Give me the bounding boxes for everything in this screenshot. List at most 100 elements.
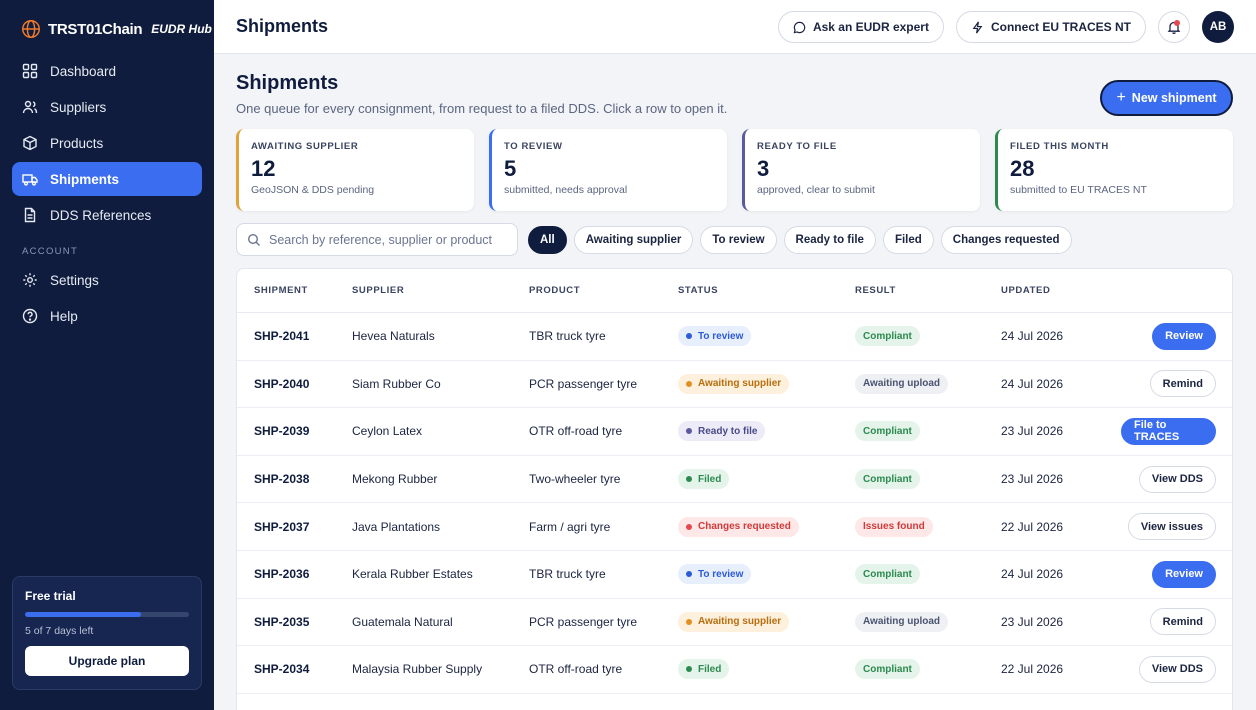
filter-chip-ready-to-file[interactable]: Ready to file (783, 226, 876, 254)
status-label: Ready to file (698, 425, 758, 437)
plus-icon: + (1116, 89, 1126, 106)
column-header[interactable]: PRODUCT (529, 285, 581, 296)
kpi-card-to-review[interactable]: TO REVIEW 5 submitted, needs approval (489, 129, 727, 211)
connect-traces-label: Connect EU TRACES NT (990, 20, 1131, 34)
kpi-card-filed-this-month[interactable]: FILED THIS MONTH 28 submitted to EU TRAC… (995, 129, 1233, 211)
table-row[interactable]: SHP-2039 Ceylon Latex OTR off-road tyre … (237, 408, 1232, 456)
table-row[interactable]: SHP-2036 Kerala Rubber Estates TBR truck… (237, 551, 1232, 599)
table-row[interactable]: SHP-2038 Mekong Rubber Two-wheeler tyre … (237, 456, 1232, 504)
notification-dot (1174, 20, 1180, 26)
table-row[interactable]: SHP-2035 Guatemala Natural PCR passenger… (237, 599, 1232, 647)
row-action-button[interactable]: Review (1152, 560, 1216, 588)
status-dot (686, 618, 692, 625)
new-shipment-label: New shipment (1131, 91, 1217, 105)
kpi-label: READY TO FILE (757, 141, 837, 152)
table-row[interactable]: SHP-2041 Hevea Naturals TBR truck tyre T… (237, 313, 1232, 361)
updated-cell: 23 Jul 2026 (1001, 614, 1064, 629)
column-header[interactable]: SUPPLIER (352, 285, 405, 296)
sidebar-item-suppliers[interactable]: Suppliers (12, 90, 202, 124)
supplier-cell: Guatemala Natural (352, 614, 453, 629)
row-action-button[interactable]: View DDS (1138, 655, 1216, 683)
trial-card: Free trial 5 of 7 days left Upgrade plan (12, 576, 202, 690)
sidebar-item-dashboard[interactable]: Dashboard (12, 54, 202, 88)
status-badge: Awaiting supplier (678, 611, 790, 632)
product-cell: PCR passenger tyre (529, 614, 638, 629)
shipment-id: SHP-2039 (254, 424, 310, 439)
kpi-card-ready-to-file[interactable]: READY TO FILE 3 approved, clear to submi… (742, 129, 980, 211)
new-shipment-button[interactable]: + New shipment (1100, 80, 1233, 116)
status-label: Changes requested (698, 521, 791, 533)
updated-cell: 23 Jul 2026 (1001, 424, 1064, 439)
kpi-label: AWAITING SUPPLIER (251, 141, 359, 152)
page-title: Shipments (236, 72, 339, 94)
shipment-id: SHP-2035 (254, 614, 310, 629)
avatar[interactable]: AB (1202, 11, 1234, 43)
row-action-button[interactable]: File to TRACES (1121, 417, 1216, 445)
supplier-cell: Mekong Rubber (352, 472, 438, 487)
ask-expert-button[interactable]: Ask an EUDR expert (777, 11, 944, 43)
status-label: Filed (698, 663, 722, 675)
supplier-cell: Hevea Naturals (352, 329, 435, 344)
sidebar-item-dds-references[interactable]: DDS References (12, 198, 202, 232)
product-cell: OTR off-road tyre (529, 662, 623, 677)
status-label: Awaiting supplier (698, 378, 782, 390)
status-badge: Awaiting supplier (678, 373, 790, 394)
filter-chip-changes-requested[interactable]: Changes requested (940, 226, 1072, 254)
table-row[interactable]: SHP-2037 Java Plantations Farm / agri ty… (237, 503, 1232, 551)
kpi-sub: GeoJSON & DDS pending (251, 184, 375, 196)
row-action-button[interactable]: Remind (1149, 608, 1216, 636)
sidebar-item-help[interactable]: Help (12, 299, 202, 333)
column-header[interactable]: SHIPMENT (254, 285, 308, 296)
supplier-cell: Malaysia Rubber Supply (352, 662, 483, 677)
page-subtitle: One queue for every consignment, from re… (236, 101, 728, 116)
upgrade-plan-button[interactable]: Upgrade plan (25, 646, 189, 676)
trial-progress-bar (25, 612, 189, 617)
column-header[interactable]: RESULT (855, 285, 896, 296)
column-header[interactable]: UPDATED (1001, 285, 1051, 296)
product-cell: OTR off-road tyre (529, 424, 623, 439)
sidebar-item-label: Products (50, 135, 104, 151)
kpi-label: TO REVIEW (504, 141, 563, 152)
row-action-button[interactable]: Remind (1149, 370, 1216, 398)
sidebar: TRST01Chain EUDR Hub Dashboard Suppliers… (0, 0, 214, 710)
filter-chip-all[interactable]: All (528, 226, 567, 254)
supplier-cell: Kerala Rubber Estates (352, 567, 473, 582)
kpi-sub: submitted, needs approval (504, 184, 628, 196)
supplier-cell: Ceylon Latex (352, 424, 423, 439)
table-row[interactable]: SHP-2034 Malaysia Rubber Supply OTR off-… (237, 646, 1232, 694)
connect-traces-button[interactable]: Connect EU TRACES NT (955, 11, 1146, 43)
notifications-button[interactable] (1158, 11, 1190, 43)
row-action-button[interactable]: Review (1152, 322, 1216, 350)
updated-cell: 24 Jul 2026 (1001, 376, 1064, 391)
sidebar-item-settings[interactable]: Settings (12, 263, 202, 297)
status-dot (686, 333, 692, 340)
status-badge: Filed (678, 659, 730, 680)
shipment-id: SHP-2037 (254, 519, 310, 534)
filter-chip-to-review[interactable]: To review (700, 226, 777, 254)
filter-chip-awaiting-supplier[interactable]: Awaiting supplier (573, 226, 694, 254)
row-action-button[interactable]: View issues (1127, 513, 1216, 541)
status-badge: To review (678, 564, 752, 585)
updated-cell: 22 Jul 2026 (1001, 662, 1064, 677)
shipment-id: SHP-2040 (254, 376, 310, 391)
status-badge: To review (678, 326, 752, 347)
topbar-title: Shipments (236, 16, 329, 36)
kpi-card-awaiting-supplier[interactable]: AWAITING SUPPLIER 12 GeoJSON & DDS pendi… (236, 129, 474, 211)
status-dot (686, 428, 692, 435)
sidebar-item-products[interactable]: Products (12, 126, 202, 160)
updated-cell: 23 Jul 2026 (1001, 472, 1064, 487)
kpi-cards: AWAITING SUPPLIER 12 GeoJSON & DDS pendi… (236, 129, 1233, 211)
kpi-label: FILED THIS MONTH (1010, 141, 1109, 152)
search-icon (247, 233, 260, 246)
kpi-value: 28 (1010, 156, 1035, 181)
row-action-button[interactable]: View DDS (1138, 465, 1216, 493)
column-header[interactable]: STATUS (678, 285, 719, 296)
search-input[interactable] (269, 232, 509, 247)
table-row[interactable]: SHP-2040 Siam Rubber Co PCR passenger ty… (237, 361, 1232, 409)
brand-sub: EUDR Hub (151, 22, 212, 36)
sidebar-item-label: Dashboard (50, 63, 117, 79)
sidebar-item-shipments[interactable]: Shipments (12, 162, 202, 196)
kpi-value: 12 (251, 156, 276, 181)
filter-chip-filed[interactable]: Filed (882, 226, 934, 254)
brand-logo[interactable]: TRST01Chain EUDR Hub (20, 18, 212, 40)
